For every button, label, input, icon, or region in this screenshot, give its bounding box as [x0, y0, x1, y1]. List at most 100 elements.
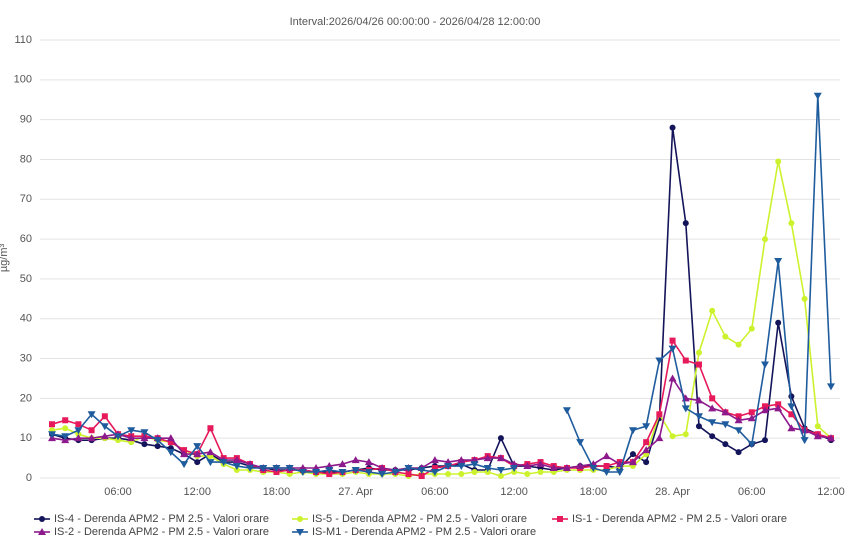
data-point — [681, 405, 690, 413]
data-point — [49, 421, 55, 428]
data-point — [524, 471, 531, 478]
data-point — [576, 462, 585, 470]
data-point — [140, 429, 149, 437]
data-point — [669, 124, 676, 131]
legend-label: IS-2 - Derenda APM2 - PM 2.5 - Valori or… — [54, 526, 269, 538]
data-point — [668, 374, 677, 382]
data-point — [629, 451, 636, 458]
data-point — [193, 443, 202, 451]
data-point — [207, 425, 214, 432]
data-point — [813, 92, 822, 100]
data-point — [827, 434, 835, 442]
data-point — [549, 464, 558, 472]
data-point — [760, 361, 769, 369]
data-point — [496, 454, 505, 462]
data-point — [537, 469, 544, 476]
y-tick-label: 110 — [14, 34, 32, 46]
data-point — [101, 413, 108, 420]
data-point — [312, 469, 321, 477]
legend-label: IS-4 - Derenda APM2 - PM 2.5 - Valori or… — [54, 513, 269, 525]
data-point — [364, 458, 373, 466]
data-point — [298, 469, 307, 477]
data-point — [788, 220, 795, 227]
data-point — [814, 423, 821, 430]
x-tick-label: 06:00 — [738, 486, 766, 498]
data-point — [668, 345, 677, 353]
data-point — [655, 434, 664, 442]
y-tick-label: 0 — [26, 472, 32, 484]
data-point — [497, 473, 504, 480]
y-tick-label: 10 — [20, 432, 32, 444]
data-point — [48, 431, 56, 439]
data-point — [483, 454, 492, 462]
y-tick-label: 20 — [20, 392, 32, 404]
x-tick-label: 27. Apr — [338, 486, 373, 498]
x-tick-label: 28. Apr — [655, 486, 690, 498]
data-point — [722, 441, 729, 448]
y-tick-label: 100 — [14, 74, 32, 86]
data-point — [127, 434, 136, 442]
data-point — [722, 333, 729, 340]
data-point — [417, 467, 426, 475]
data-point — [589, 465, 598, 473]
data-point — [471, 469, 478, 476]
y-tick-label: 80 — [20, 153, 32, 165]
x-tick-label: 18:00 — [580, 486, 608, 498]
y-tick-label: 70 — [20, 193, 32, 205]
data-point — [694, 413, 703, 421]
data-point — [87, 411, 96, 419]
data-point — [787, 403, 796, 411]
data-point — [628, 427, 637, 435]
data-point — [232, 456, 241, 464]
data-point — [458, 471, 465, 478]
x-tick-label: 12:00 — [817, 486, 845, 498]
data-point — [62, 417, 69, 424]
data-point — [576, 439, 585, 447]
data-point — [775, 319, 782, 326]
x-tick-label: 12:00 — [183, 486, 211, 498]
data-point — [800, 437, 809, 445]
data-point — [682, 431, 689, 438]
data-point — [747, 414, 756, 422]
data-point — [615, 469, 624, 477]
data-point — [364, 469, 373, 477]
data-point — [378, 464, 387, 472]
data-point — [404, 465, 413, 473]
data-point — [62, 425, 69, 432]
data-point — [246, 465, 255, 473]
data-point — [88, 427, 95, 434]
data-point — [351, 456, 360, 464]
legend-marker — [38, 528, 46, 535]
data-point — [483, 465, 492, 473]
data-point — [141, 441, 148, 448]
data-point — [643, 459, 650, 466]
data-point — [655, 357, 664, 365]
data-point — [127, 427, 136, 435]
legend-label: IS-5 - Derenda APM2 - PM 2.5 - Valori or… — [312, 513, 527, 525]
data-point — [166, 449, 175, 457]
x-tick-label: 06:00 — [421, 486, 449, 498]
y-axis-label: µg/m³ — [0, 243, 10, 272]
legend-label: IS-M1 - Derenda APM2 - PM 2.5 - Valori o… — [312, 526, 536, 538]
data-point — [444, 463, 453, 471]
data-point — [470, 461, 479, 469]
data-point — [642, 446, 651, 454]
data-point — [351, 467, 360, 475]
data-point — [194, 459, 201, 466]
data-point — [431, 465, 438, 472]
data-point — [206, 459, 215, 467]
data-point — [75, 421, 82, 428]
data-point — [87, 434, 96, 442]
data-point — [418, 473, 425, 480]
data-point — [74, 434, 83, 442]
data-point — [656, 411, 663, 418]
y-tick-label: 60 — [20, 233, 32, 245]
data-point — [114, 433, 123, 441]
x-tick-label: 06:00 — [104, 486, 132, 498]
x-tick-label: 12:00 — [500, 486, 528, 498]
data-point — [219, 459, 228, 467]
data-point — [787, 424, 796, 432]
data-point — [735, 341, 742, 348]
data-point — [760, 406, 769, 414]
